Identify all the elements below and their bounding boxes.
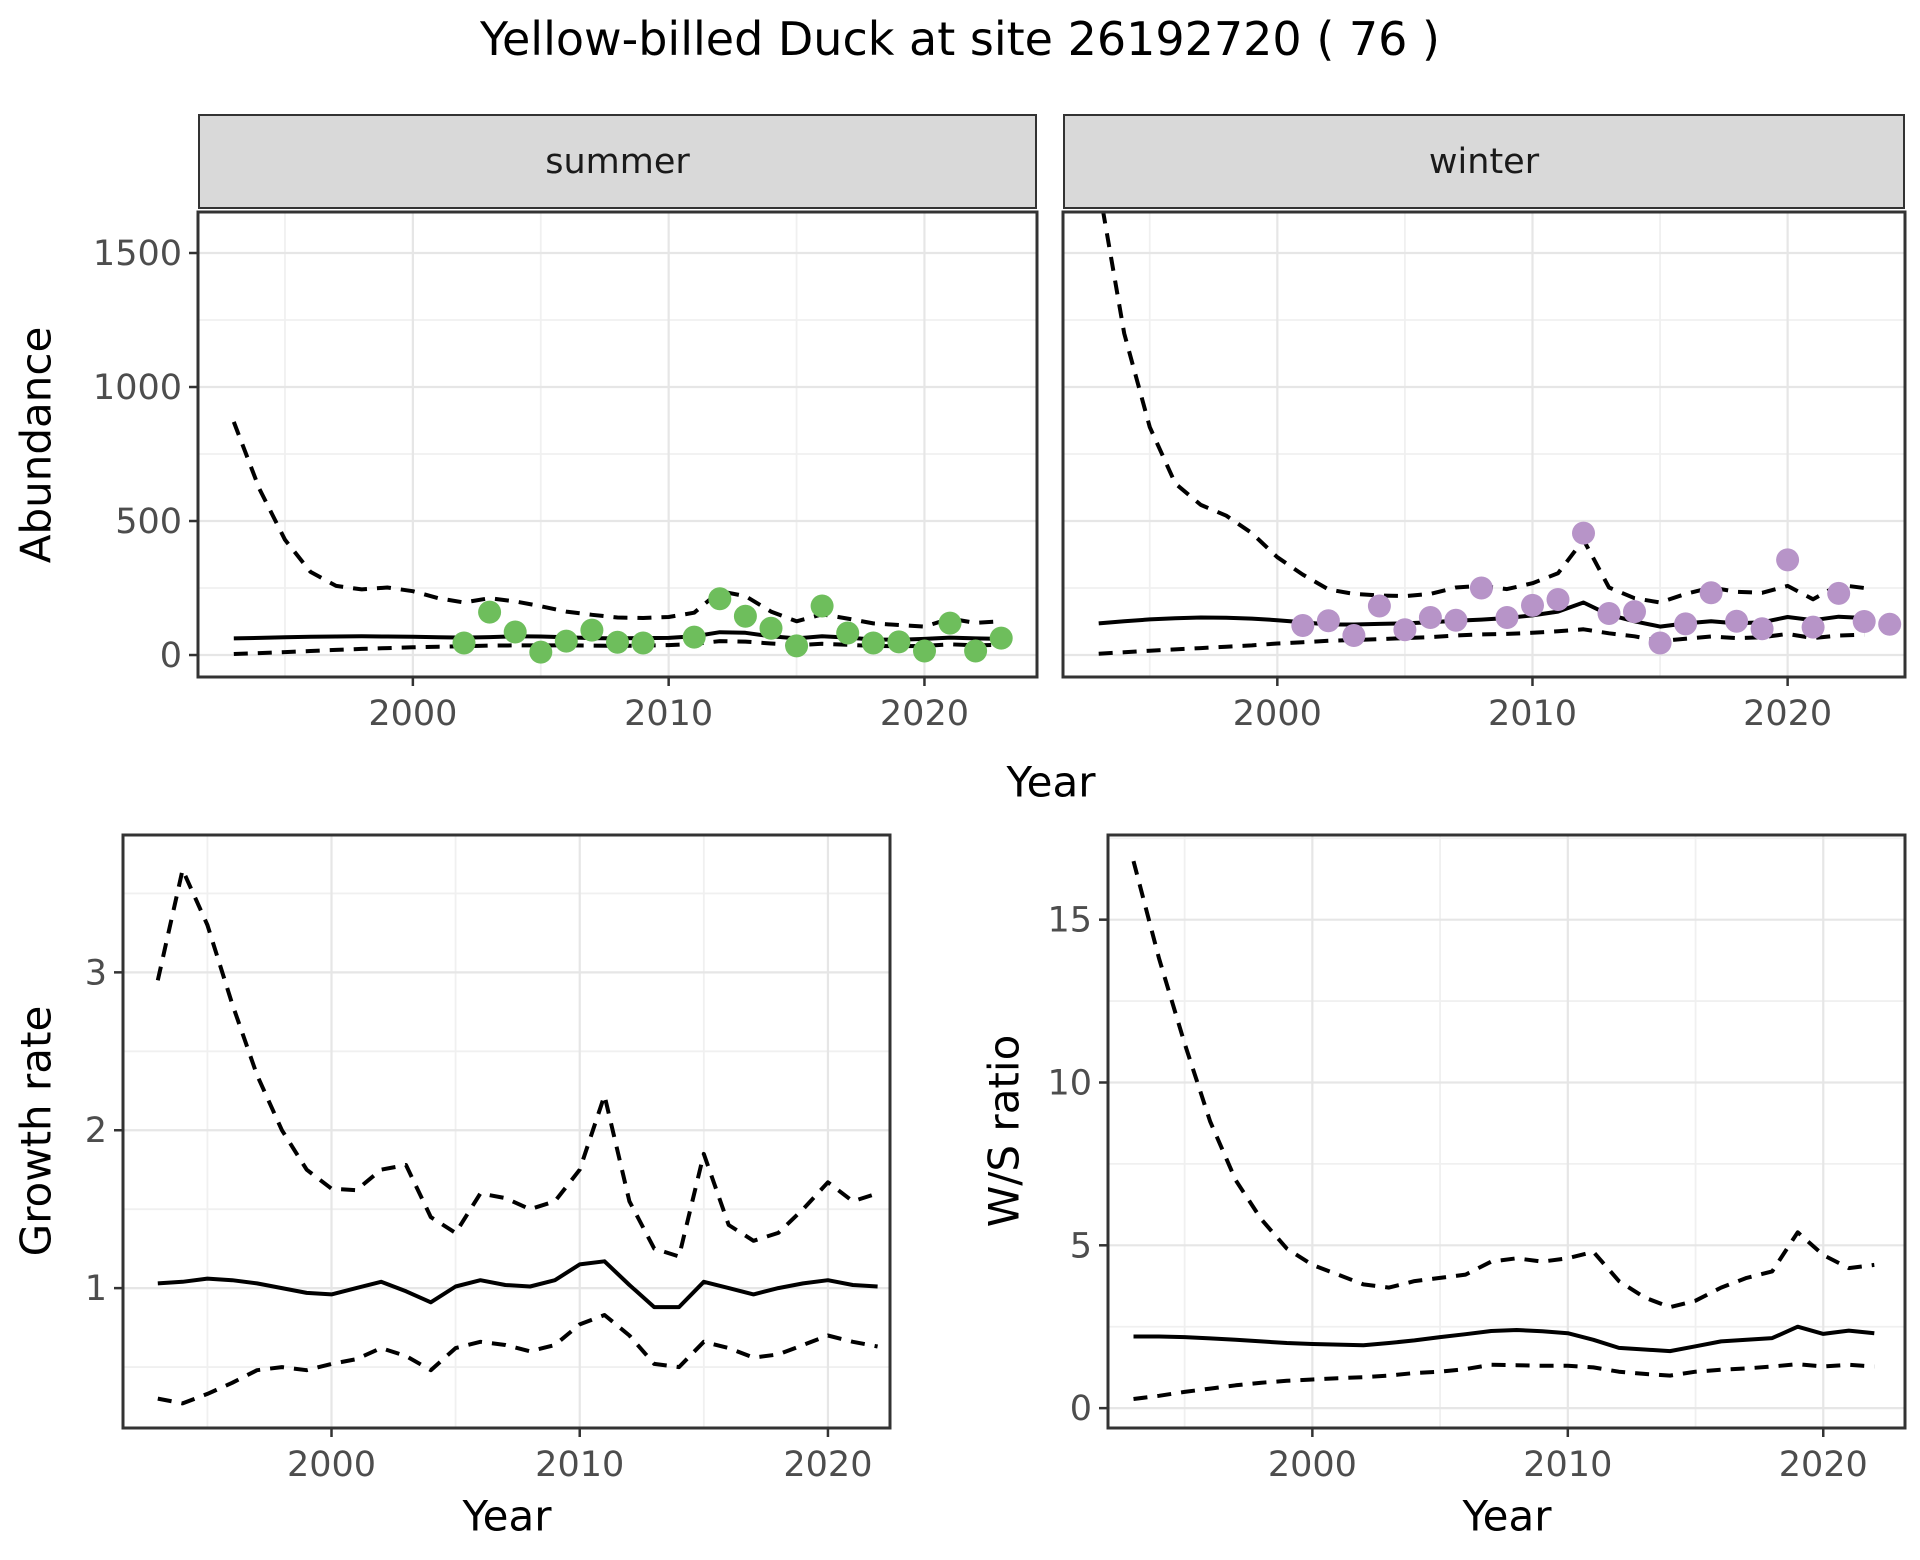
data-point-observed_winter <box>1546 588 1570 611</box>
series-fit <box>157 1259 878 1310</box>
data-point-observed_winter <box>1623 600 1646 624</box>
x-tick-label: 2010 <box>624 694 713 734</box>
x-axis-title-year-bottom-left: Year <box>462 1491 552 1541</box>
data-point-observed_summer <box>759 616 783 640</box>
y-tick-label: 1500 <box>93 234 182 274</box>
data-point-observed_winter <box>1418 606 1442 629</box>
data-point-observed_summer <box>938 611 962 635</box>
y-tick-label: 5 <box>1070 1226 1092 1266</box>
data-point-observed_winter <box>1750 617 1774 641</box>
data-point-observed_summer <box>810 594 834 618</box>
chart-title: Yellow-billed Duck at site 26192720 ( 76… <box>480 12 1440 66</box>
series-upper_ci <box>231 421 1002 629</box>
data-point-observed_summer <box>964 639 988 663</box>
data-point-observed_summer <box>503 620 527 644</box>
y-tick-label: 10 <box>1047 1063 1092 1103</box>
x-tick-label: 2020 <box>783 1445 872 1485</box>
panel-abundance_winter: 2000 2010 2020 <box>1061 210 1907 734</box>
data-point-observed_winter <box>1393 618 1417 642</box>
data-point-observed_summer <box>887 630 911 654</box>
data-point-observed_winter <box>1674 612 1698 636</box>
x-tick-label: 2000 <box>287 1445 376 1485</box>
x-axis-title-year-bottom-right: Year <box>1462 1491 1552 1541</box>
panel-background <box>123 835 890 1428</box>
data-point-observed_winter <box>1801 615 1825 639</box>
data-point-observed_winter <box>1852 610 1876 633</box>
panel-border <box>121 833 892 1430</box>
data-point-observed_summer <box>708 587 732 611</box>
data-point-observed_winter <box>1469 576 1493 600</box>
panel-background <box>1063 212 1905 677</box>
facet-strip-winter-label: winter <box>1428 141 1540 182</box>
x-tick-label: 2010 <box>1523 1445 1612 1485</box>
panel-background <box>198 212 1037 677</box>
data-point-observed_winter <box>1367 594 1391 618</box>
panel-border <box>1106 833 1907 1430</box>
data-point-observed_winter <box>1699 581 1723 605</box>
data-point-observed_summer <box>785 634 809 658</box>
data-point-observed_winter <box>1495 606 1519 629</box>
data-point-observed_summer <box>606 630 629 654</box>
panel-border <box>1061 210 1907 679</box>
series-lower_ci <box>1133 1362 1875 1401</box>
y-tick-label: 0 <box>1070 1389 1092 1429</box>
data-point-observed_winter <box>1572 521 1595 545</box>
data-point-observed_winter <box>1776 548 1800 572</box>
panel-abundance_summer: 2000 2010 2020 0 500 1000 1500 <box>93 210 1039 734</box>
data-point-observed_summer <box>529 640 553 664</box>
data-point-observed_winter <box>1521 593 1544 617</box>
x-tick-label: 2000 <box>368 694 457 734</box>
data-point-observed_summer <box>989 626 1013 650</box>
x-tick-label: 2000 <box>1268 1445 1357 1485</box>
data-point-observed_winter <box>1827 581 1851 605</box>
panel-growth_rate: 2000 2010 2020 1 2 3 <box>85 833 892 1485</box>
data-point-observed_summer <box>682 625 706 649</box>
data-point-observed_winter <box>1725 609 1749 633</box>
y-tick-label: 15 <box>1047 901 1092 941</box>
x-tick-label: 2010 <box>535 1445 624 1485</box>
panel-ws_ratio: 2000 2010 2020 0 5 10 15 <box>1047 833 1907 1485</box>
data-point-observed_summer <box>580 618 604 642</box>
facet-strip-summer-label: summer <box>545 141 690 182</box>
y-tick-label: 3 <box>85 953 107 993</box>
y-tick-label: 2 <box>85 1111 107 1151</box>
x-tick-label: 2020 <box>880 694 969 734</box>
data-point-observed_summer <box>631 631 655 655</box>
x-tick-label: 2020 <box>1779 1445 1868 1485</box>
data-point-observed_summer <box>733 604 757 628</box>
data-point-observed_winter <box>1342 624 1366 647</box>
data-point-observed_summer <box>861 631 885 655</box>
data-point-observed_winter <box>1444 608 1468 632</box>
facet-strip-summer: summer <box>198 114 1037 209</box>
y-tick-label: 1 <box>85 1269 107 1309</box>
panel-border <box>196 210 1039 679</box>
data-point-observed_winter <box>1597 602 1621 625</box>
series-upper_ci <box>1131 860 1875 1310</box>
data-point-observed_summer <box>554 629 578 653</box>
series-lower_ci <box>157 1313 878 1406</box>
data-point-observed_summer <box>836 621 860 645</box>
y-tick-label: 500 <box>115 502 182 542</box>
series-fit <box>1133 1324 1875 1354</box>
data-point-observed_summer <box>452 631 476 655</box>
data-point-observed_winter <box>1316 609 1340 633</box>
x-axis-title-year-top: Year <box>1006 757 1096 807</box>
facet-strip-winter: winter <box>1063 114 1905 209</box>
x-tick-label: 2010 <box>1488 694 1577 734</box>
data-point-observed_winter <box>1291 614 1315 637</box>
series-upper_ci <box>155 867 879 1259</box>
x-tick-label: 2020 <box>1743 694 1832 734</box>
data-point-observed_winter <box>1878 612 1902 636</box>
data-point-observed_winter <box>1648 631 1672 655</box>
series-lower_ci <box>1098 627 1865 656</box>
x-tick-label: 2000 <box>1233 694 1322 734</box>
data-point-observed_summer <box>913 639 936 663</box>
y-tick-label: 1000 <box>93 368 182 408</box>
series-lower_ci <box>233 639 1002 656</box>
y-tick-label: 0 <box>160 636 182 676</box>
data-point-observed_summer <box>478 600 502 624</box>
